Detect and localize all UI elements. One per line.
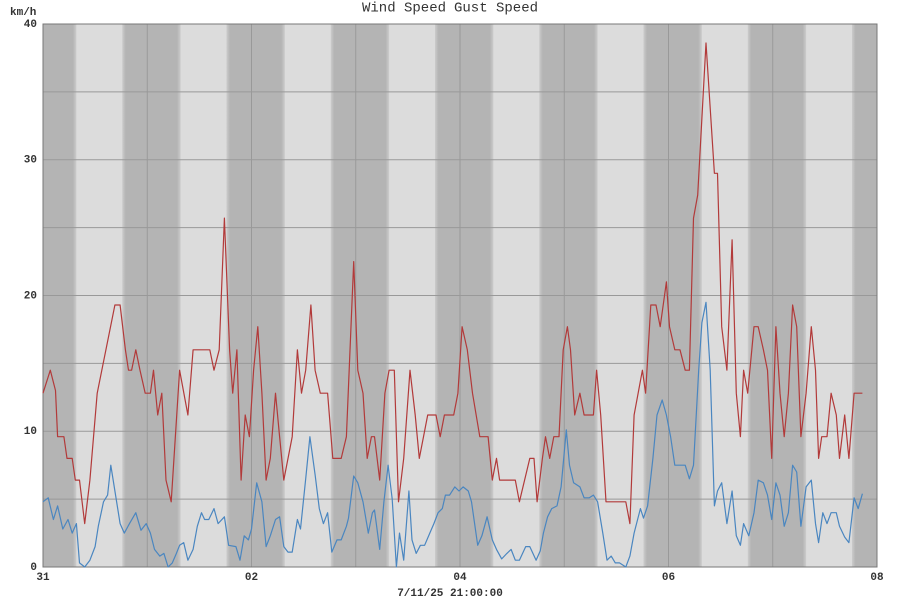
legend-entry: Gust Speed (454, 1, 538, 17)
plot-frame (42, 23, 878, 568)
y-axis-label: km/h (10, 7, 36, 19)
y-tick-label: 10 (24, 426, 37, 438)
x-tick-label: 04 (453, 572, 467, 584)
x-tick-label: 08 (870, 572, 884, 584)
y-tick-label: 40 (24, 19, 37, 31)
x-axis-label: 7/11/25 21:00:00 (397, 588, 503, 600)
series-line (42, 301, 863, 568)
y-tick-label: 20 (24, 290, 37, 302)
y-tick-label: 30 (24, 155, 37, 167)
x-tick-label: 31 (36, 572, 50, 584)
x-tick-label: 02 (245, 572, 258, 584)
x-tick-label: 06 (662, 572, 675, 584)
y-tick-label: 0 (30, 562, 37, 574)
legend-entry: Wind Speed (362, 1, 446, 17)
series-line (42, 42, 863, 525)
